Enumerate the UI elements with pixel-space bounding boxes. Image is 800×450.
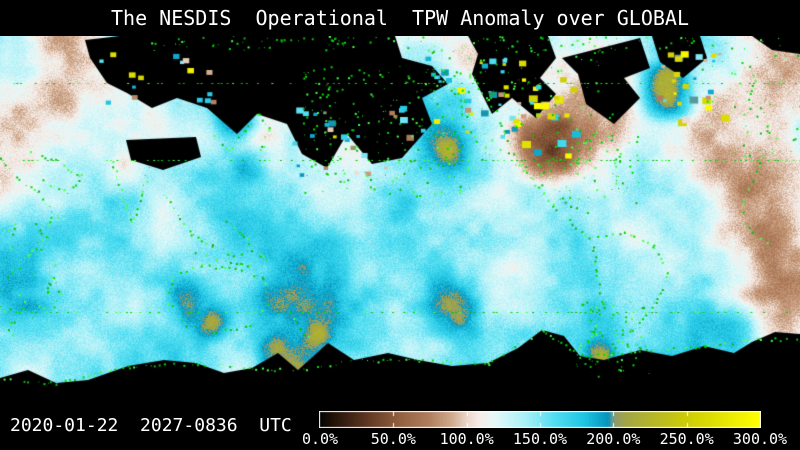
global-anomaly-map <box>0 36 800 408</box>
colorbar-label: 100.0% <box>439 430 494 448</box>
colorbar-label: 250.0% <box>659 430 714 448</box>
colorbar-label: 0.0% <box>301 430 339 448</box>
anomaly-colorbar <box>319 411 761 428</box>
colorbar-label: 50.0% <box>370 430 416 448</box>
colorbar-label: 200.0% <box>586 430 641 448</box>
observation-timestamp: 2020-01-22 2027-0836 UTC <box>10 415 292 436</box>
product-title: The NESDIS Operational TPW Anomaly over … <box>111 6 689 30</box>
colorbar-label: 300.0% <box>732 430 788 448</box>
colorbar-label: 150.0% <box>512 430 568 448</box>
